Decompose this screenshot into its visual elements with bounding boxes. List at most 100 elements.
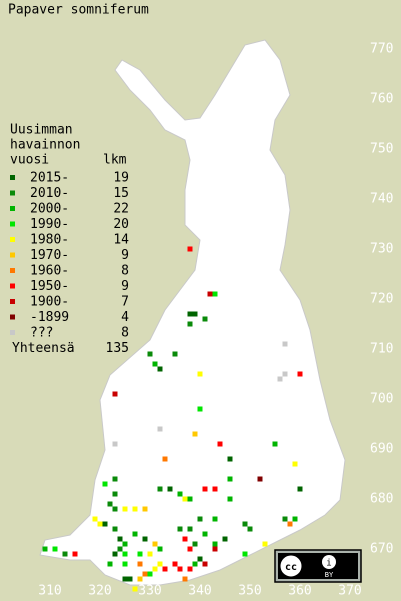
legend-count-heading: lkm <box>103 153 127 168</box>
observation-square <box>187 566 193 572</box>
observation-square <box>117 546 123 552</box>
legend-label: 2000- <box>30 202 69 217</box>
observation-square <box>142 571 148 577</box>
observation-square <box>202 561 208 567</box>
observation-square <box>257 476 263 482</box>
observation-square <box>187 546 193 552</box>
y-tick-label: 770 <box>370 42 393 57</box>
legend-count: 8 <box>121 326 129 341</box>
observation-square <box>177 566 183 572</box>
observation-square <box>297 371 303 377</box>
legend-swatch <box>10 221 15 227</box>
observation-square <box>277 376 283 382</box>
legend-count: 7 <box>121 295 129 310</box>
observation-square <box>127 576 133 582</box>
legend-label: -1899 <box>30 310 69 325</box>
x-tick-label: 370 <box>338 584 361 599</box>
observation-square <box>112 526 118 532</box>
observation-square <box>117 536 123 542</box>
legend-label: 2010- <box>30 186 69 201</box>
x-tick-label: 330 <box>138 584 161 599</box>
observation-square <box>217 441 223 447</box>
observation-square <box>227 476 233 482</box>
legend-heading: Uusimman <box>10 123 73 138</box>
observation-square <box>212 516 218 522</box>
y-tick-label: 680 <box>370 492 393 507</box>
observation-square <box>72 551 78 557</box>
title: Papaver somniferum <box>8 3 149 18</box>
observation-square <box>187 311 193 317</box>
observation-square <box>292 516 298 522</box>
y-tick-label: 690 <box>370 442 393 457</box>
svg-text:cc: cc <box>285 562 297 573</box>
x-tick-label: 310 <box>38 584 61 599</box>
observation-square <box>112 476 118 482</box>
observation-square <box>132 506 138 512</box>
legend-label: ??? <box>30 326 53 341</box>
observation-square <box>192 431 198 437</box>
observation-square <box>177 526 183 532</box>
observation-square <box>187 321 193 327</box>
observation-square <box>142 506 148 512</box>
svg-text:i: i <box>326 559 331 569</box>
legend-label: 1950- <box>30 279 69 294</box>
observation-square <box>192 561 198 567</box>
observation-square <box>207 291 213 297</box>
observation-square <box>162 456 168 462</box>
observation-square <box>182 496 188 502</box>
observation-square <box>282 341 288 347</box>
observation-square <box>167 486 173 492</box>
observation-square <box>197 406 203 412</box>
y-tick-label: 720 <box>370 292 393 307</box>
license-label: BY <box>325 571 334 579</box>
y-tick-label: 760 <box>370 92 393 107</box>
observation-square <box>197 556 203 562</box>
x-tick-label: 340 <box>188 584 211 599</box>
legend-heading: vuosi <box>10 153 49 168</box>
observation-square <box>122 541 128 547</box>
observation-square <box>262 541 268 547</box>
observation-square <box>137 551 143 557</box>
observation-square <box>122 561 128 567</box>
legend-swatch <box>10 252 15 258</box>
legend-count: 19 <box>113 171 129 186</box>
y-tick-label: 740 <box>370 192 393 207</box>
observation-square <box>142 536 148 542</box>
observation-square <box>202 486 208 492</box>
legend-label: 1980- <box>30 233 69 248</box>
legend-count: 22 <box>113 202 129 217</box>
observation-square <box>172 351 178 357</box>
legend-total: 135 <box>106 341 129 356</box>
observation-square <box>102 521 108 527</box>
observation-square <box>197 371 203 377</box>
observation-square <box>97 521 103 527</box>
observation-square <box>297 486 303 492</box>
observation-square <box>227 456 233 462</box>
observation-square <box>157 561 163 567</box>
legend-label: 2015- <box>30 171 69 186</box>
observation-square <box>162 566 168 572</box>
legend-swatch <box>10 268 15 273</box>
observation-square <box>112 551 118 557</box>
legend-label: 1900- <box>30 295 69 310</box>
legend-swatch <box>10 175 15 180</box>
observation-square <box>132 586 138 592</box>
legend-swatch <box>10 330 15 335</box>
legend-swatch <box>10 237 15 242</box>
y-tick-label: 730 <box>370 242 393 257</box>
observation-square <box>147 551 153 557</box>
observation-square <box>112 491 118 497</box>
y-tick-label: 710 <box>370 342 393 357</box>
y-tick-label: 700 <box>370 392 393 407</box>
observation-square <box>212 541 218 547</box>
observation-square <box>122 551 128 557</box>
observation-square <box>212 546 218 552</box>
observation-square <box>62 551 68 557</box>
observation-square <box>192 541 198 547</box>
observation-square <box>242 521 248 527</box>
observation-square <box>187 526 193 532</box>
cc-badge: cc i BY <box>274 549 362 583</box>
observation-square <box>102 481 108 487</box>
observation-square <box>272 441 278 447</box>
observation-square <box>172 561 178 567</box>
